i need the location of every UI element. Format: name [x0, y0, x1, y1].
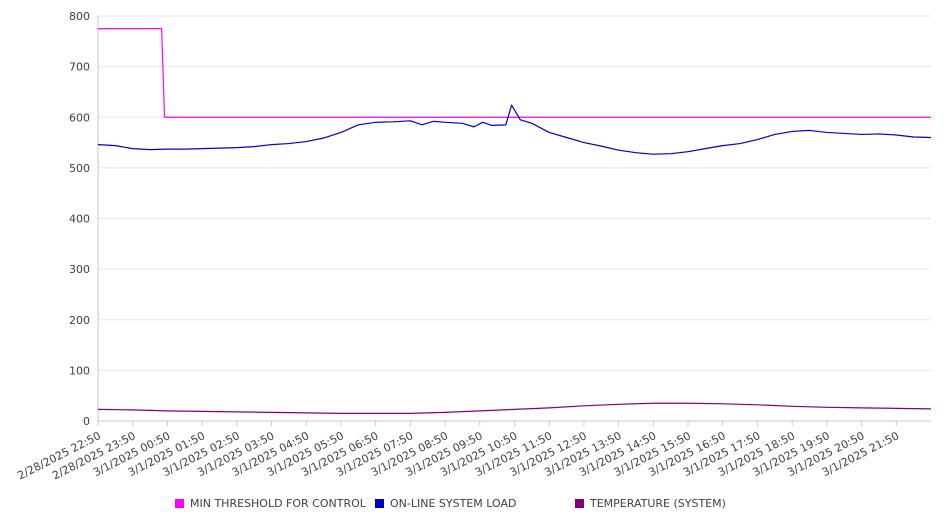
legend-item-system-load[interactable]: ON-LINE SYSTEM LOAD — [375, 497, 516, 510]
y-tick-label: 600 — [69, 111, 90, 124]
legend-item-min-threshold[interactable]: MIN THRESHOLD FOR CONTROL — [175, 497, 366, 510]
y-tick-label: 0 — [83, 415, 90, 428]
axis-layer — [97, 16, 931, 426]
series-line-2[interactable] — [97, 402, 932, 415]
legend-swatch-system-load — [375, 499, 384, 508]
legend-swatch-min-threshold — [175, 499, 184, 508]
y-tick-label: 400 — [69, 213, 90, 226]
legend-item-temperature[interactable]: TEMPERATURE (SYSTEM) — [575, 497, 726, 510]
legend-swatch-temperature — [575, 499, 584, 508]
legend-label-min-threshold: MIN THRESHOLD FOR CONTROL — [190, 497, 366, 510]
y-tick-label: 200 — [69, 314, 90, 327]
y-tick-label: 300 — [69, 263, 90, 276]
y-tick-label: 500 — [69, 162, 90, 175]
x-tick-labels: 2/28/2025 22:502/28/2025 23:503/1/2025 0… — [15, 429, 901, 482]
y-tick-label: 700 — [69, 61, 90, 74]
series-line-1[interactable] — [97, 104, 932, 155]
y-tick-label: 100 — [69, 364, 90, 377]
series-layer — [97, 28, 932, 415]
grid-layer — [98, 15, 931, 371]
legend-label-system-load: ON-LINE SYSTEM LOAD — [390, 497, 517, 510]
legend: MIN THRESHOLD FOR CONTROL ON-LINE SYSTEM… — [0, 497, 946, 515]
y-tick-label: 800 — [69, 10, 90, 23]
series-line-0[interactable] — [98, 28, 931, 118]
y-tick-labels: 0 100 200 300 400 500 600 700 800 — [69, 10, 90, 428]
legend-label-temperature: TEMPERATURE (SYSTEM) — [590, 497, 726, 510]
